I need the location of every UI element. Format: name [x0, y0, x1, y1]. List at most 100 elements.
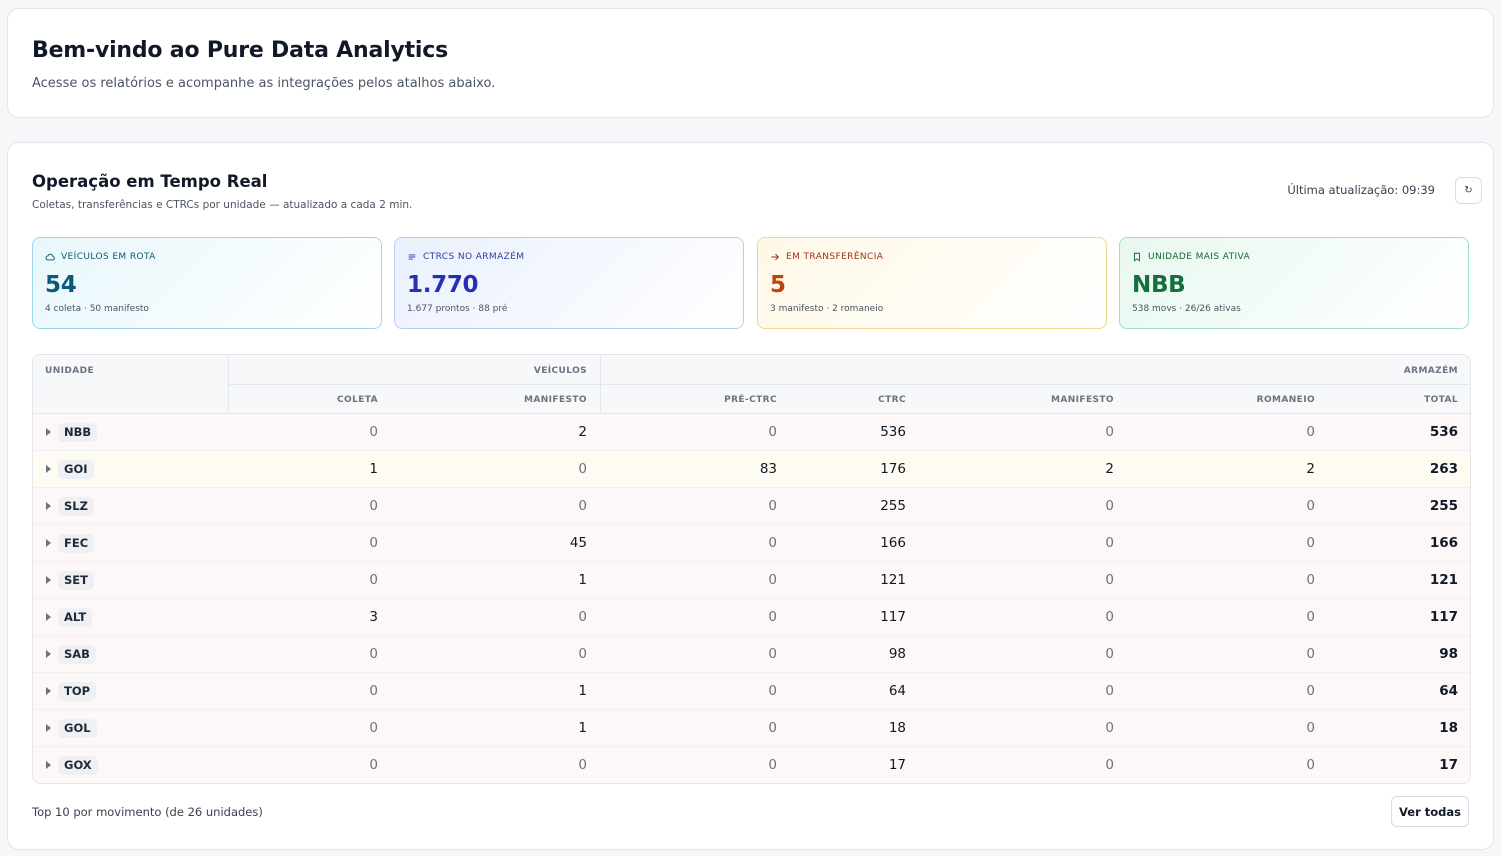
cell-ctrc: 17 [888, 757, 906, 773]
cell-romaneio: 0 [1306, 757, 1315, 773]
expand-caret-icon[interactable] [46, 576, 51, 584]
expand-caret-icon[interactable] [46, 465, 51, 473]
table-footer-note: Top 10 por movimento (de 26 unidades) [32, 805, 263, 819]
cell-manifesto-a: 0 [1105, 535, 1114, 551]
cell-manifesto-a: 0 [1105, 646, 1114, 662]
table-row[interactable]: ALT 3 0 0 117 0 0 117 [33, 599, 1470, 636]
unit-badge: GOI [58, 460, 94, 479]
header-romaneio[interactable]: ROMANEIO [1256, 395, 1315, 405]
expand-caret-icon[interactable] [46, 650, 51, 658]
cell-ctrc: 117 [880, 609, 906, 625]
cell-romaneio: 2 [1306, 461, 1315, 477]
kpi-value: 54 [45, 272, 77, 298]
header-manifesto-armazem[interactable]: MANIFESTO [1051, 395, 1114, 405]
cell-manifesto-a: 0 [1105, 683, 1114, 699]
welcome-title: Bem-vindo ao Pure Data Analytics [32, 38, 448, 63]
kpi-value: 1.770 [407, 272, 479, 298]
table-row[interactable]: FEC 0 45 0 166 0 0 166 [33, 525, 1470, 562]
cell-manifesto-a: 0 [1105, 572, 1114, 588]
cell-ctrc: 166 [880, 535, 906, 551]
cell-coleta: 0 [369, 720, 378, 736]
cell-pre-ctrc: 0 [768, 572, 777, 588]
table-row[interactable]: SAB 0 0 0 98 0 0 98 [33, 636, 1470, 673]
cell-romaneio: 0 [1306, 609, 1315, 625]
cell-total: 166 [1429, 535, 1458, 551]
operations-title: Operação em Tempo Real [32, 172, 268, 191]
cell-pre-ctrc: 0 [768, 609, 777, 625]
cell-pre-ctrc: 0 [768, 424, 777, 440]
kpi-value: 5 [770, 272, 786, 298]
table-header: UNIDADE VEÍCULOS ARMAZÉM COLETA MANIFEST… [33, 355, 1470, 414]
cell-coleta: 0 [369, 757, 378, 773]
cell-manifesto-a: 0 [1105, 498, 1114, 514]
expand-caret-icon[interactable] [46, 687, 51, 695]
cell-manifesto-a: 2 [1105, 461, 1114, 477]
header-coleta[interactable]: COLETA [337, 395, 378, 405]
refresh-icon: ↻ [1464, 185, 1473, 196]
cell-total: 17 [1439, 757, 1458, 773]
cell-manifesto-a: 0 [1105, 757, 1114, 773]
cell-total: 64 [1439, 683, 1458, 699]
cell-total: 121 [1429, 572, 1458, 588]
kpi-label: UNIDADE MAIS ATIVA [1148, 252, 1251, 262]
arrow-right-icon [771, 253, 780, 261]
unit-badge: SET [58, 571, 94, 590]
cell-manifesto-v: 0 [578, 498, 587, 514]
cell-romaneio: 0 [1306, 498, 1315, 514]
expand-caret-icon[interactable] [46, 428, 51, 436]
table-row[interactable]: TOP 0 1 0 64 0 0 64 [33, 673, 1470, 710]
refresh-button[interactable]: ↻ [1455, 177, 1482, 204]
cell-pre-ctrc: 0 [768, 757, 777, 773]
cell-romaneio: 0 [1306, 424, 1315, 440]
cloud-icon [45, 253, 55, 261]
cell-ctrc: 176 [880, 461, 906, 477]
cell-coleta: 0 [369, 646, 378, 662]
cell-total: 255 [1429, 498, 1458, 514]
cell-total: 263 [1429, 461, 1458, 477]
table-row[interactable]: SLZ 0 0 0 255 0 0 255 [33, 488, 1470, 525]
header-manifesto-veiculos[interactable]: MANIFESTO [524, 395, 587, 405]
kpi-detail: 1.677 prontos · 88 pré [407, 304, 508, 314]
header-total[interactable]: TOTAL [1424, 395, 1458, 405]
cell-manifesto-v: 45 [569, 535, 587, 551]
table-row[interactable]: GOL 0 1 0 18 0 0 18 [33, 710, 1470, 747]
kpi-vehicles-on-route: VEÍCULOS EM ROTA 54 4 coleta · 50 manife… [32, 237, 382, 329]
cell-pre-ctrc: 0 [768, 646, 777, 662]
cell-total: 98 [1439, 646, 1458, 662]
unit-badge: GOX [58, 756, 98, 775]
cell-romaneio: 0 [1306, 535, 1315, 551]
last-updated: Última atualização: 09:39 [1287, 183, 1435, 197]
expand-caret-icon[interactable] [46, 539, 51, 547]
unit-badge: ALT [58, 608, 93, 627]
table-row[interactable]: NBB 0 2 0 536 0 0 536 [33, 414, 1470, 451]
cell-coleta: 0 [369, 498, 378, 514]
kpi-label: CTRCS NO ARMAZÉM [423, 252, 525, 262]
cell-manifesto-v: 1 [578, 572, 587, 588]
cell-manifesto-v: 2 [578, 424, 587, 440]
cell-pre-ctrc: 0 [768, 535, 777, 551]
unit-badge: SLZ [58, 497, 94, 516]
view-all-button[interactable]: Ver todas [1391, 796, 1469, 827]
cell-coleta: 1 [369, 461, 378, 477]
cell-manifesto-v: 1 [578, 683, 587, 699]
expand-caret-icon[interactable] [46, 724, 51, 732]
cell-total: 536 [1429, 424, 1458, 440]
header-pre-ctrc[interactable]: PRÉ-CTRC [724, 395, 777, 405]
table-row[interactable]: GOI 1 0 83 176 2 2 263 [33, 451, 1470, 488]
cell-ctrc: 536 [880, 424, 906, 440]
cell-manifesto-v: 0 [578, 646, 587, 662]
expand-caret-icon[interactable] [46, 761, 51, 769]
header-ctrc[interactable]: CTRC [878, 395, 906, 405]
expand-caret-icon[interactable] [46, 613, 51, 621]
kpi-most-active-unit: UNIDADE MAIS ATIVA NBB 538 movs · 26/26 … [1119, 237, 1469, 329]
table-row[interactable]: SET 0 1 0 121 0 0 121 [33, 562, 1470, 599]
operations-subtitle: Coletas, transferências e CTRCs por unid… [32, 199, 413, 211]
operations-card: Operação em Tempo Real Coletas, transfer… [7, 142, 1494, 850]
cell-romaneio: 0 [1306, 646, 1315, 662]
kpi-detail: 3 manifesto · 2 romaneio [770, 304, 884, 314]
header-unidade[interactable]: UNIDADE [45, 366, 95, 376]
unit-badge: TOP [58, 682, 97, 701]
cell-manifesto-v: 0 [578, 757, 587, 773]
expand-caret-icon[interactable] [46, 502, 51, 510]
table-row[interactable]: GOX 0 0 0 17 0 0 17 [33, 747, 1470, 783]
